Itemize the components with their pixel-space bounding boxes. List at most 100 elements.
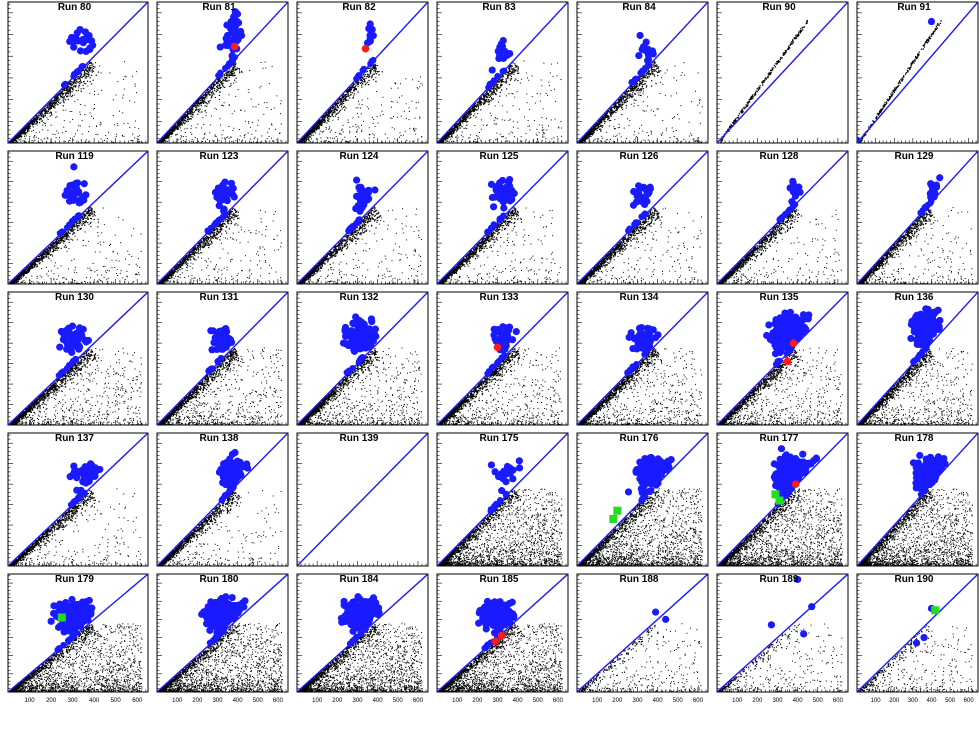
panel-plot	[7, 1, 149, 144]
selected-point	[640, 464, 648, 472]
panel-plot	[296, 432, 429, 567]
run-panel: Run 83	[429, 0, 569, 149]
selected-point	[495, 54, 503, 63]
selected-point	[228, 593, 236, 602]
selected-point	[501, 611, 509, 619]
selected-point	[230, 36, 239, 44]
x-tick-label: 500	[253, 698, 264, 704]
x-tick-label: 200	[472, 698, 483, 704]
red-marker	[230, 42, 239, 51]
plot-frame	[7, 1, 149, 144]
selected-point	[652, 608, 660, 616]
background-points	[157, 207, 283, 284]
selected-point	[920, 335, 928, 344]
selected-point	[644, 47, 652, 55]
plot-frame	[7, 291, 149, 426]
selected-point	[75, 345, 83, 353]
selected-point	[632, 219, 640, 226]
selected-point	[776, 348, 785, 356]
background-points	[717, 623, 843, 692]
selected-point	[69, 218, 76, 225]
selected-point	[649, 326, 657, 334]
selected-point	[631, 76, 639, 83]
panel-plot	[436, 291, 569, 426]
selected-point	[487, 180, 496, 188]
x-tick-label: 300	[908, 698, 919, 704]
x-tick-label: 300	[632, 698, 643, 704]
selected-point	[341, 327, 349, 335]
selected-point	[800, 630, 808, 638]
selected-point	[929, 308, 937, 317]
selected-point	[204, 228, 212, 235]
red-marker	[497, 631, 506, 640]
selected-points	[857, 17, 936, 143]
selected-point	[70, 498, 78, 505]
selected-point	[363, 619, 372, 627]
plot-frame	[156, 1, 289, 144]
selected-point	[918, 467, 926, 475]
selected-point	[70, 163, 78, 171]
run-panel: Run 176	[569, 431, 709, 572]
selected-point	[367, 60, 374, 68]
selected-point	[857, 136, 861, 143]
selected-points	[339, 313, 380, 376]
selected-points	[909, 451, 949, 498]
selected-point	[71, 356, 79, 363]
selected-point	[75, 324, 84, 332]
selected-point	[215, 72, 222, 79]
selected-points	[353, 20, 377, 83]
selected-points	[652, 608, 670, 623]
selected-point	[784, 349, 791, 356]
selected-point	[785, 319, 793, 327]
background-points	[157, 61, 282, 143]
selected-point	[228, 485, 236, 493]
plot-frame	[576, 1, 709, 144]
panel-title: Run 130	[0, 292, 149, 303]
x-tick-label: 500	[673, 698, 684, 704]
selected-point	[233, 17, 241, 25]
plot-frame	[296, 432, 429, 567]
panel-title: Run 139	[289, 433, 429, 444]
selected-points	[475, 597, 518, 652]
panel-plot	[576, 291, 709, 426]
run-panel: Run 128	[709, 149, 849, 290]
selected-point	[786, 308, 794, 316]
selected-point	[624, 369, 631, 377]
selected-point	[506, 175, 514, 184]
selected-point	[785, 489, 793, 496]
x-tick-label: 300	[352, 698, 363, 704]
selected-point	[363, 39, 372, 47]
selected-points	[215, 8, 246, 79]
panel-plot	[296, 1, 429, 144]
tick-marks	[577, 3, 707, 143]
run-panel: Run 138	[149, 431, 289, 572]
background-points	[577, 348, 703, 425]
panel-title: Run 188	[569, 574, 709, 585]
selected-points	[776, 177, 804, 223]
selected-point	[354, 339, 362, 347]
selected-point	[207, 365, 215, 372]
selected-point	[640, 66, 648, 74]
selected-point	[912, 321, 920, 329]
tick-marks	[297, 152, 427, 284]
selected-point	[916, 451, 924, 460]
selected-points	[763, 308, 813, 368]
selected-point	[87, 461, 96, 469]
green-marker	[775, 496, 784, 505]
selected-point	[501, 345, 509, 353]
tick-marks	[857, 152, 977, 284]
background-points	[437, 623, 563, 692]
selected-point	[84, 336, 93, 345]
selected-point	[509, 475, 517, 483]
selected-point	[776, 467, 784, 475]
selected-point	[635, 324, 644, 332]
plot-frame	[576, 573, 709, 693]
selected-point	[74, 604, 82, 612]
selected-point	[359, 67, 366, 74]
selected-points	[204, 178, 238, 235]
x-tick-label: 500	[945, 698, 956, 704]
selected-point	[352, 204, 360, 213]
panel-plot: 100 200 300 400 500 600	[856, 573, 979, 704]
selected-point	[61, 81, 69, 89]
selected-point	[783, 476, 791, 485]
